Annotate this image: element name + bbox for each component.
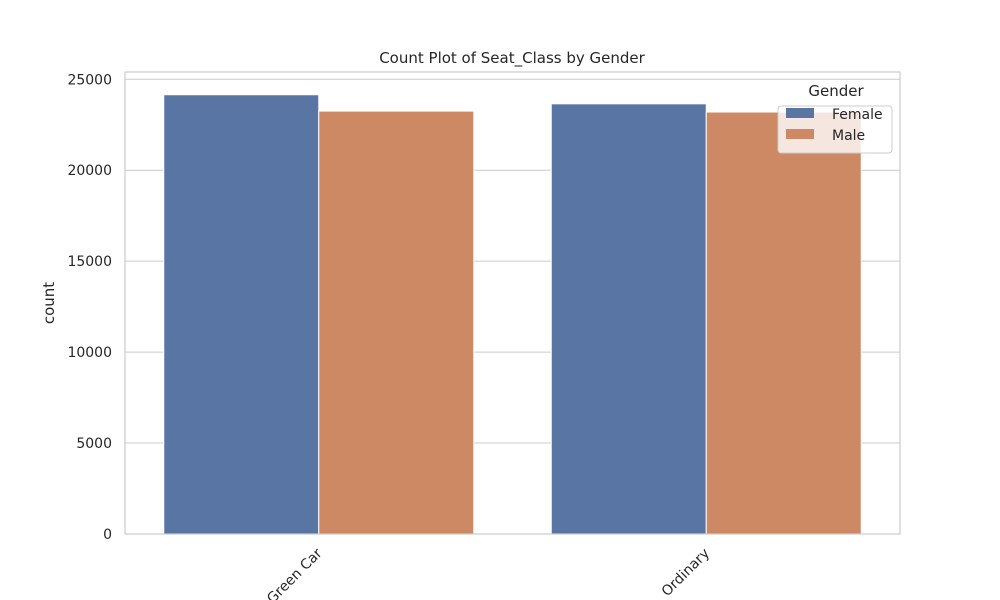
y-axis-title: count xyxy=(40,282,58,324)
legend-title: Gender xyxy=(808,82,864,100)
x-tick-label: Ordinary xyxy=(659,546,713,600)
y-tick-labels: 0 5000 10000 15000 20000 25000 xyxy=(67,72,112,543)
legend-entries: Female Male xyxy=(786,107,883,144)
x-tick-labels: Green Car Ordinary xyxy=(264,545,713,600)
legend: Gender Female Male xyxy=(777,82,893,154)
y-tick-label: 10000 xyxy=(67,345,112,361)
plot-frame xyxy=(124,71,901,535)
x-tick-label: Green Car xyxy=(264,545,326,600)
bar-male-ordinary xyxy=(705,111,862,535)
legend-swatch-male xyxy=(786,129,814,139)
legend-label-male: Male xyxy=(832,128,865,144)
y-tick-label: 25000 xyxy=(67,72,112,88)
bars xyxy=(163,94,862,535)
legend-label-female: Female xyxy=(832,107,883,123)
y-tick-label: 0 xyxy=(103,527,112,543)
y-tick-label: 15000 xyxy=(67,254,112,270)
bar-female-green-car xyxy=(163,94,320,535)
y-tick-label: 5000 xyxy=(76,436,112,452)
bar-female-ordinary xyxy=(550,103,707,535)
legend-swatch-female xyxy=(786,108,814,118)
y-tick-label: 20000 xyxy=(67,163,112,179)
bar-male-green-car xyxy=(318,110,475,535)
chart-title: Count Plot of Seat_Class by Gender xyxy=(379,49,645,68)
